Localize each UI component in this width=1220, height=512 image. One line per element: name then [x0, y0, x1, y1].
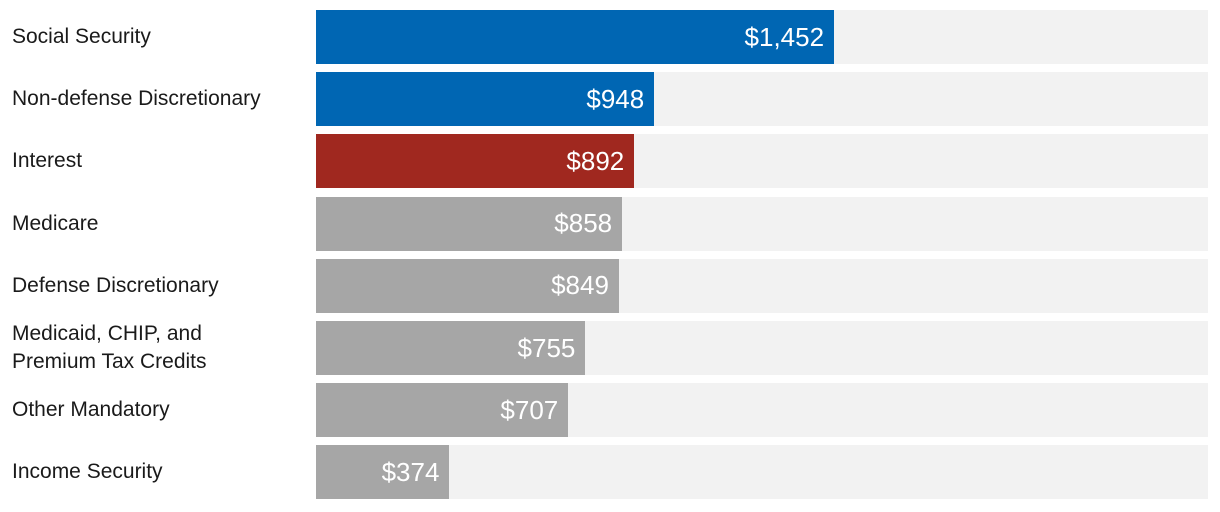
value-label: $1,452	[744, 21, 825, 52]
category-label: Interest	[12, 149, 83, 173]
bar	[316, 321, 586, 375]
bar-row: Social Security $1,452	[0, 10, 1220, 64]
bar-row: Defense Discretionary $849	[0, 258, 1220, 313]
category-label: Other Mandatory	[12, 398, 170, 422]
value-label: $948	[586, 83, 645, 114]
value-label: $755	[517, 332, 576, 363]
value-label: $374	[381, 456, 440, 487]
value-label: $858	[554, 208, 613, 239]
bar-row: Other Mandatory $707	[0, 383, 1220, 438]
bar	[316, 134, 635, 189]
category-label: Medicaid, CHIP, and Premium Tax Credits	[12, 322, 207, 373]
bar-row: Medicaid, CHIP, and Premium Tax Credits $…	[0, 321, 1220, 375]
category-label: Defense Discretionary	[12, 273, 219, 297]
category-label: Non-defense Discretionary	[12, 87, 261, 111]
bar-row: Medicare $858	[0, 196, 1220, 251]
bar	[316, 72, 655, 127]
category-label: Social Security	[12, 25, 151, 48]
value-label: $849	[551, 270, 609, 301]
bar-row: Non-defense Discretionary $948	[0, 72, 1220, 127]
bar	[316, 10, 835, 64]
value-label: $707	[500, 394, 559, 425]
category-label: Income Security	[12, 460, 163, 484]
bar	[316, 258, 619, 313]
bar	[316, 383, 569, 438]
value-label: $892	[566, 145, 625, 176]
bar-row: Interest $892	[0, 134, 1220, 189]
bar-row: Income Security $374	[0, 445, 1220, 500]
category-label: Medicare	[12, 211, 99, 235]
bar-track	[316, 445, 1208, 500]
bar	[316, 445, 450, 500]
bar	[316, 196, 623, 251]
